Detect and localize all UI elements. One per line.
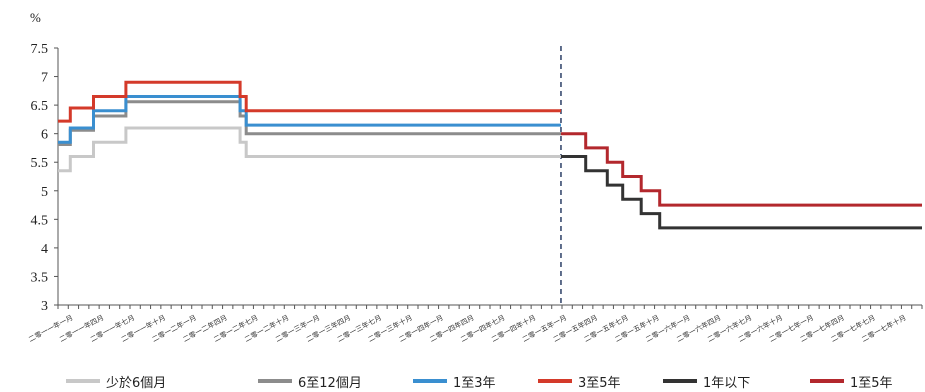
y-tick-label: 7: [41, 71, 48, 86]
legend-label: 6至12個月: [298, 375, 362, 391]
y-tick-label: 3.5: [31, 270, 49, 285]
y-tick-label: 4: [41, 242, 48, 257]
series-line-6: [561, 132, 922, 207]
legend-label: 1年以下: [703, 375, 751, 391]
rate-chart: 7.5 7 6.5 6 5.5 5 4.5 4 3.5 3 二零一一年一月二零一一年四月二零一一年…: [27, 10, 923, 344]
legend-item: 3至5年: [538, 372, 621, 391]
series-line-3: [58, 95, 561, 144]
y-tick-label: 3: [41, 299, 48, 314]
legend-item: 1至3年: [413, 372, 496, 391]
legend: 少於6個月 6至12個月 1至3年 3至5年 1年以下 1至5年: [0, 370, 925, 392]
y-tick-label: 6.5: [31, 99, 49, 114]
series-layer: [58, 46, 922, 305]
legend-item: 6至12個月: [258, 372, 362, 391]
legend-label: 1至3年: [453, 375, 496, 391]
legend-label: 1至5年: [850, 375, 893, 391]
x-axis: 二零一一年一月二零一一年四月二零一一年七月二零一一年十月二零一二年一月二零一二年…: [27, 304, 923, 344]
y-tick-label: 6: [41, 128, 48, 143]
y-tick-label: 5: [41, 185, 48, 200]
series-line-5: [561, 155, 922, 230]
series-line-2: [58, 100, 561, 146]
legend-swatch: [413, 379, 447, 383]
legend-swatch: [258, 379, 292, 383]
y-tick-label: 7.5: [31, 42, 49, 57]
legend-label: 少於6個月: [106, 375, 167, 391]
legend-item: 1至5年: [810, 372, 893, 391]
legend-swatch: [538, 379, 572, 383]
y-unit-label: %: [30, 10, 41, 25]
legend-swatch: [66, 379, 100, 383]
y-tick-label: 4.5: [31, 213, 49, 228]
y-tick-label: 5.5: [31, 156, 49, 171]
y-axis: 7.5 7 6.5 6 5.5 5 4.5 4 3.5 3: [31, 42, 59, 314]
series-line-4: [58, 80, 561, 123]
legend-swatch: [810, 379, 844, 383]
legend-item: 1年以下: [663, 372, 751, 391]
legend-swatch: [663, 379, 697, 383]
series-line-1: [58, 126, 561, 173]
legend-label: 3至5年: [578, 375, 621, 391]
legend-item: 少於6個月: [66, 372, 167, 391]
